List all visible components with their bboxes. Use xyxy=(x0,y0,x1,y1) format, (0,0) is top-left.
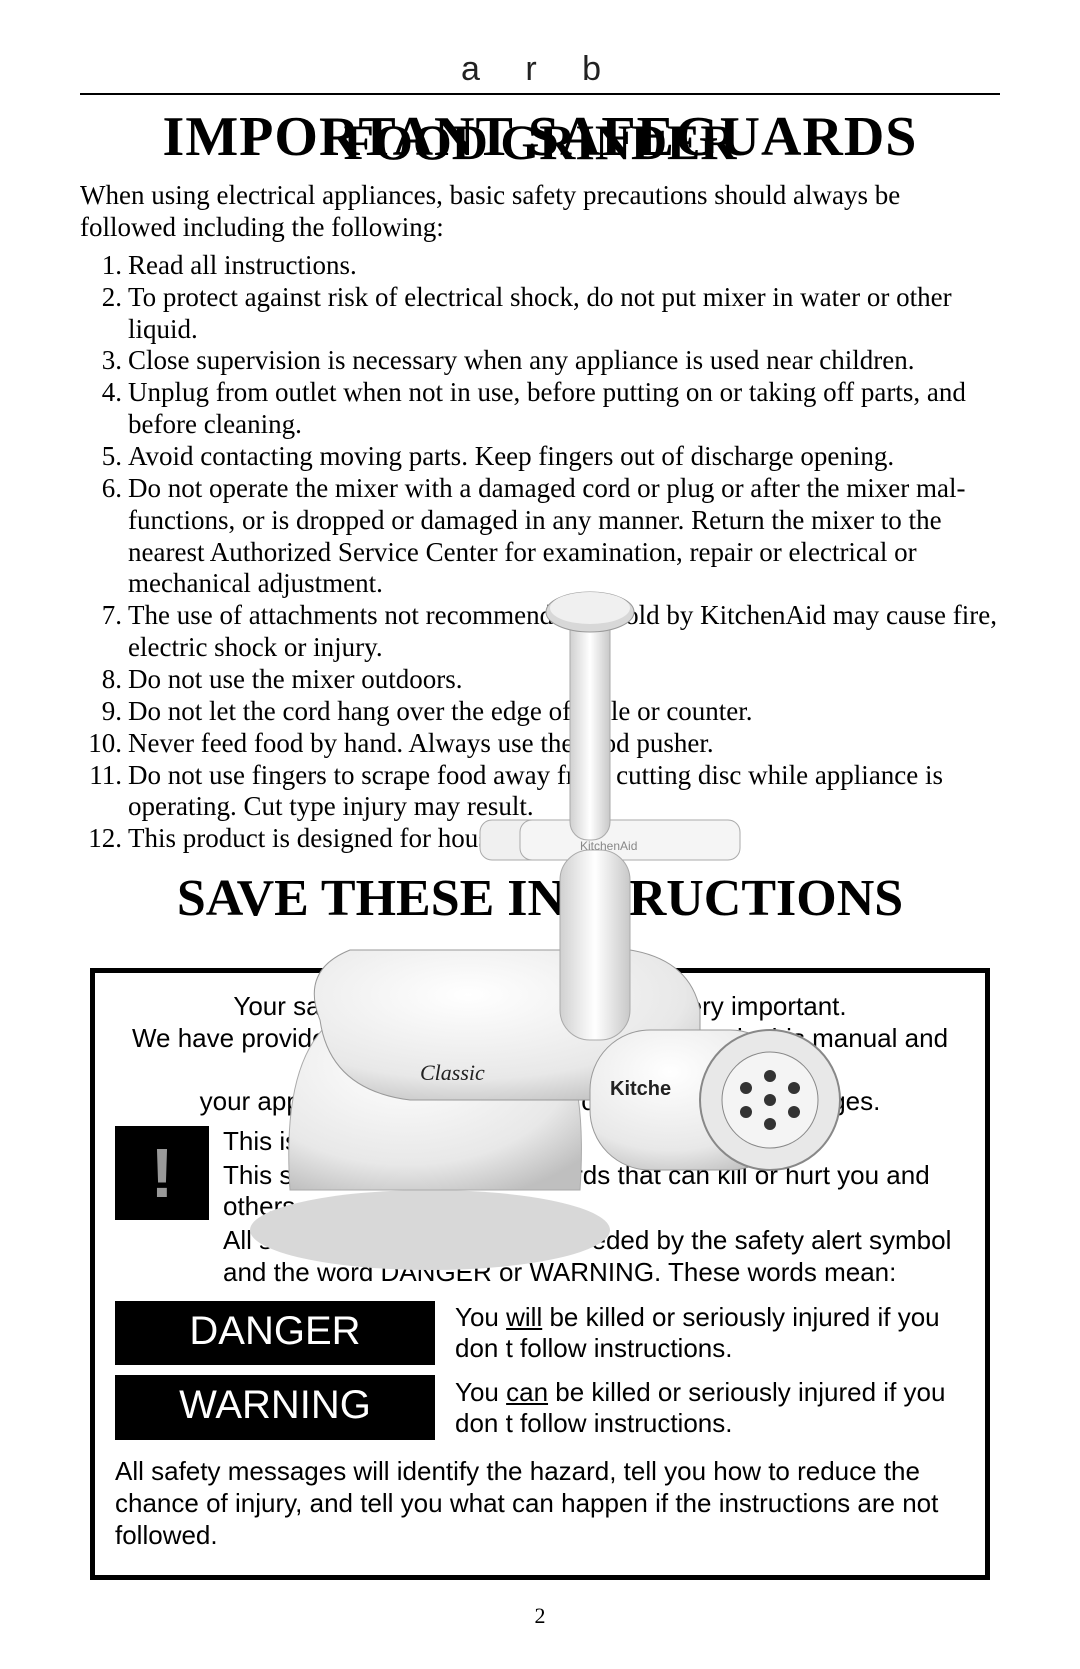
warning-label: WARNING xyxy=(115,1375,435,1440)
list-item: Avoid contacting moving parts. Keep fing… xyxy=(128,441,1000,473)
list-item: Close supervision is necessary when any … xyxy=(128,345,1000,377)
alert-p2: This symbol alerts you to hazards that c… xyxy=(223,1160,965,1223)
list-item: Do not use fingers to scrape food away f… xyxy=(128,760,1000,824)
warning-underline: can xyxy=(506,1377,548,1407)
page-number: 2 xyxy=(0,1603,1080,1629)
safety-line: Your safety and the safety of others is … xyxy=(115,991,965,1023)
warning-pre: You xyxy=(455,1377,506,1407)
danger-pre: You xyxy=(455,1302,506,1332)
danger-underline: will xyxy=(506,1302,542,1332)
alert-p3: All safety messages will be preceded by … xyxy=(223,1225,965,1288)
danger-row: DANGER You will be killed or seriously i… xyxy=(115,1301,965,1366)
list-item: Never feed food by hand. Always use the … xyxy=(128,728,1000,760)
danger-label: DANGER xyxy=(115,1301,435,1366)
danger-desc: You will be killed or seriously injured … xyxy=(455,1302,965,1364)
alert-p1: This is the safety alert symbol. xyxy=(223,1126,965,1158)
list-item: Do not operate the mixer with a damaged … xyxy=(128,473,1000,600)
alert-symbol-row: ! This is the safety alert symbol. This … xyxy=(115,1126,965,1291)
safety-box-intro: Your safety and the safety of others is … xyxy=(115,991,965,1118)
safety-box-footer: All safety messages will identify the ha… xyxy=(115,1456,965,1551)
warning-desc: You can be killed or seriously injured i… xyxy=(455,1377,965,1439)
alert-text-block: This is the safety alert symbol. This sy… xyxy=(223,1126,965,1291)
warning-row: WARNING You can be killed or seriously i… xyxy=(115,1375,965,1440)
safeguards-list: Read all instructions. To protect agains… xyxy=(80,250,1000,855)
safety-line: We have provided many important safety m… xyxy=(115,1023,965,1086)
alert-glyph: ! xyxy=(150,1138,173,1208)
list-item: Do not let the cord hang over the edge o… xyxy=(128,696,1000,728)
alert-icon: ! xyxy=(115,1126,209,1220)
safety-box: Your safety and the safety of others is … xyxy=(90,968,990,1580)
list-item: The use of attachments not recommended o… xyxy=(128,600,1000,664)
list-item: Unplug from outlet when not in use, befo… xyxy=(128,377,1000,441)
list-item: To protect against risk of electrical sh… xyxy=(128,282,1000,346)
intro-text: When using electrical appliances, basic … xyxy=(80,179,1000,244)
list-item: Do not use the mixer outdoors. xyxy=(128,664,1000,696)
safety-line: your appliance. Always read and obey all… xyxy=(115,1086,965,1118)
top-rule xyxy=(80,93,1000,95)
list-item: Read all instructions. xyxy=(128,250,1000,282)
save-instructions-title: SAVE THESE INSTRUCTIONS xyxy=(80,869,1000,928)
title-stack: IMPORTANT SAFEGUARDS FOOD GRINDER xyxy=(80,105,1000,175)
small-header: a r b xyxy=(80,50,1000,89)
list-item: This product is designed for household u… xyxy=(128,823,1000,855)
title-food-grinder: FOOD GRINDER xyxy=(80,113,1000,171)
